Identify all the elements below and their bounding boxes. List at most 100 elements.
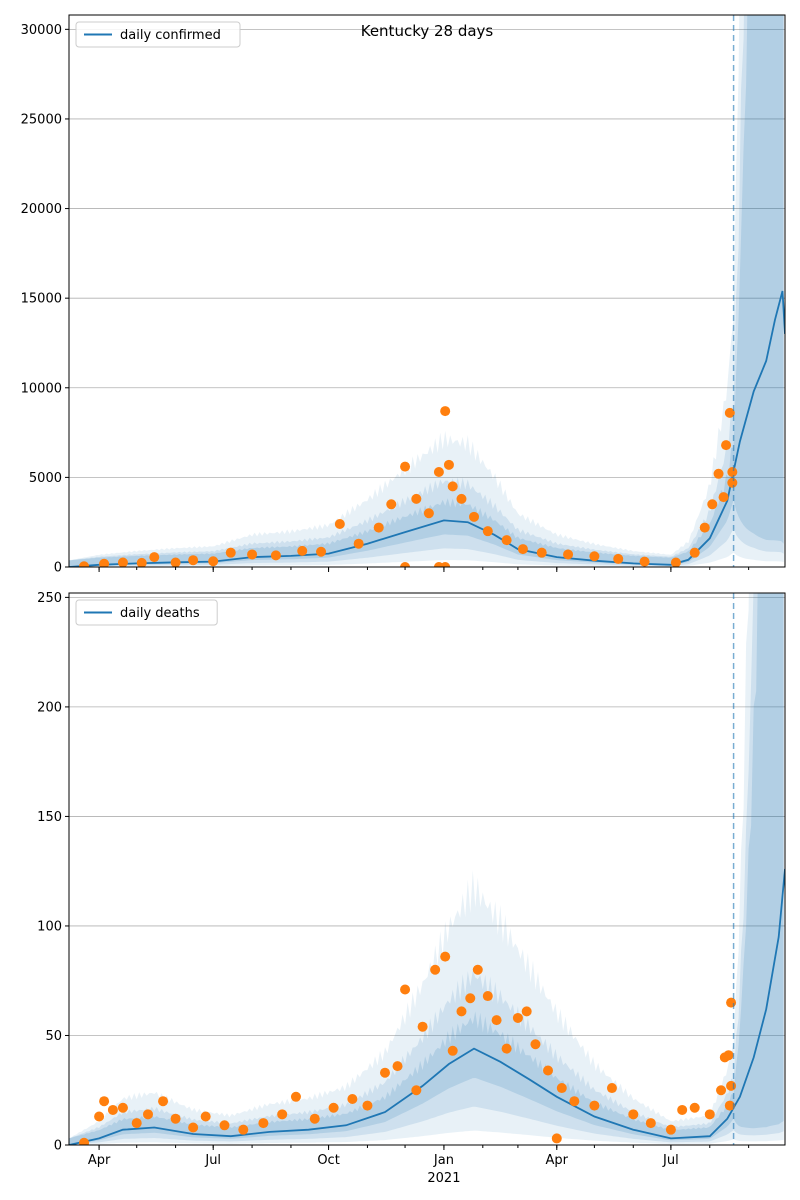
- data-point: [430, 964, 441, 975]
- data-point: [456, 493, 467, 504]
- data-point: [373, 522, 384, 533]
- data-point: [79, 1137, 90, 1145]
- data-point: [94, 1111, 105, 1122]
- data-point: [238, 1124, 249, 1135]
- data-point: [347, 1094, 358, 1104]
- x-tick-label: Jan: [433, 1153, 454, 1168]
- data-point: [727, 477, 738, 488]
- data-point: [334, 518, 345, 529]
- x-tick-label: Jul: [662, 1153, 679, 1168]
- data-point: [726, 1080, 737, 1091]
- data-point: [290, 1091, 301, 1102]
- y-tick-label: 0: [54, 1139, 62, 1154]
- data-point: [386, 499, 397, 510]
- data-point: [606, 1083, 617, 1094]
- data-point: [469, 511, 480, 522]
- data-point: [297, 545, 308, 556]
- y-tick-label: 20000: [21, 202, 62, 217]
- series-line-daily-confirmed: [69, 290, 785, 567]
- data-point: [107, 1104, 118, 1115]
- legend-box: [75, 599, 218, 626]
- data-point: [707, 499, 718, 510]
- data-point: [99, 558, 110, 567]
- data-point: [551, 1133, 562, 1144]
- y-tick-label: 50: [45, 1029, 62, 1044]
- data-point: [501, 1043, 512, 1054]
- legend: daily confirmed: [75, 21, 241, 48]
- data-point: [530, 1039, 541, 1050]
- data-point: [362, 1100, 373, 1111]
- uncertainty-band: [69, 593, 784, 1145]
- data-point: [117, 1102, 128, 1113]
- uncertainty-band: [69, 15, 784, 567]
- y-tick-label: 5000: [29, 471, 62, 486]
- plot-area: [69, 15, 785, 567]
- data-point: [589, 551, 600, 562]
- y-tick-label: 30000: [21, 23, 62, 38]
- x-tick-label: Jul: [204, 1153, 221, 1168]
- data-point: [117, 557, 128, 567]
- data-point: [472, 964, 483, 975]
- x-tick-label: Oct: [317, 1153, 339, 1168]
- data-point: [170, 557, 181, 567]
- data-point: [628, 1109, 639, 1120]
- y-tick-label: 15000: [21, 292, 62, 307]
- x-tick-label: Apr: [88, 1153, 111, 1168]
- data-point: [170, 1113, 181, 1124]
- data-point: [423, 508, 434, 519]
- data-point: [447, 1045, 458, 1056]
- data-point: [501, 535, 512, 546]
- data-point: [456, 1006, 467, 1017]
- data-point: [411, 1085, 422, 1096]
- data-point: [724, 407, 735, 418]
- data-point: [482, 991, 493, 1002]
- data-point: [149, 552, 160, 563]
- data-point: [613, 553, 624, 564]
- data-point: [569, 1096, 580, 1107]
- data-point: [726, 997, 737, 1008]
- y-tick-label: 200: [37, 700, 62, 715]
- data-point: [131, 1118, 142, 1129]
- data-point: [704, 1109, 715, 1120]
- chart-panel-2: 0 50 100 150 200 250 Apr Jul Oct Jan Apr Jul 2021 dai…: [37, 591, 786, 1186]
- series-line-daily-deaths: [69, 868, 785, 1145]
- data-point: [142, 1109, 153, 1120]
- y-tick-label: 250: [37, 591, 62, 606]
- data-point: [677, 1104, 688, 1115]
- data-point: [670, 557, 681, 567]
- data-point: [247, 549, 258, 560]
- data-point: [136, 557, 147, 567]
- data-point: [665, 1124, 676, 1135]
- data-point: [433, 467, 444, 478]
- data-point: [400, 984, 411, 995]
- plot-area: [69, 593, 785, 1145]
- y-tick-label: 150: [37, 810, 62, 825]
- x-axis-label: 2021: [427, 1171, 460, 1186]
- data-point: [200, 1111, 211, 1122]
- data-point: [699, 522, 710, 533]
- data-point: [99, 1096, 110, 1107]
- data-point: [482, 526, 493, 537]
- data-point: [718, 492, 729, 503]
- legend-box: [75, 21, 241, 48]
- data-point: [417, 1021, 428, 1032]
- data-point: [543, 1065, 554, 1076]
- data-point: [411, 493, 422, 504]
- data-point: [158, 1096, 169, 1107]
- y-tick-label: 0: [54, 561, 62, 576]
- data-point: [440, 951, 451, 962]
- data-point: [400, 461, 411, 472]
- data-point: [723, 1050, 734, 1061]
- data-point: [208, 556, 219, 567]
- data-point: [713, 468, 724, 479]
- x-tick-label: Apr: [546, 1153, 569, 1168]
- y-tick-label: 100: [37, 919, 62, 934]
- uncertainty-band: [69, 593, 784, 1145]
- data-point: [716, 1085, 727, 1096]
- data-point: [277, 1109, 288, 1120]
- data-point: [270, 550, 281, 561]
- legend: daily deaths: [75, 599, 218, 626]
- y-tick-label: 25000: [21, 112, 62, 127]
- data-point: [724, 1100, 735, 1111]
